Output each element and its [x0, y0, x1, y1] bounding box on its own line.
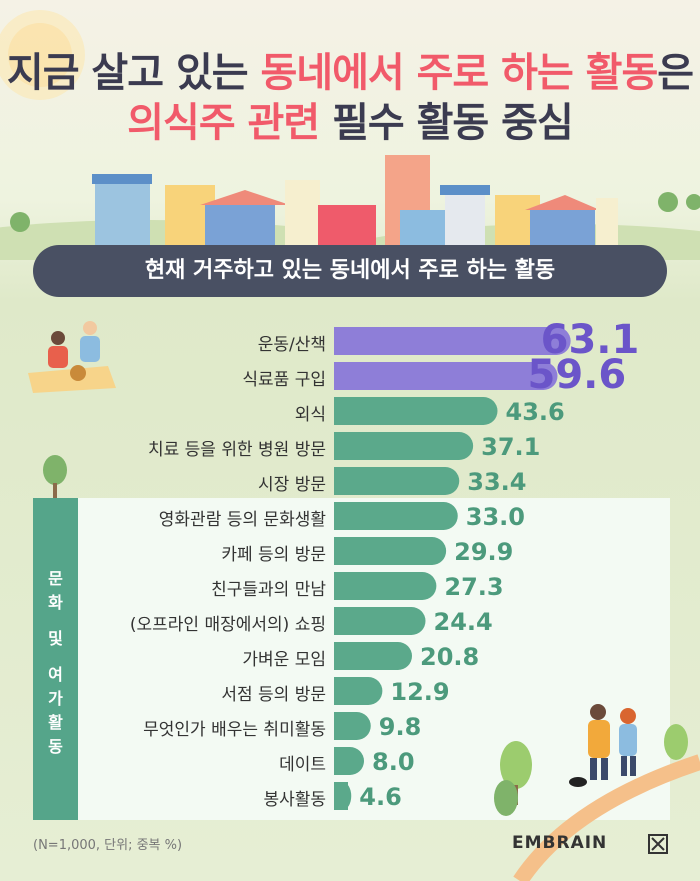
headline-part-2: 은 — [657, 50, 694, 96]
tree-illustration — [43, 455, 67, 498]
chart-subtitle-banner: 현재 거주하고 있는 동네에서 주로 하는 활동 — [33, 245, 667, 297]
couple-walking-dog-illustration — [494, 704, 700, 881]
value-label: 29.9 — [454, 538, 514, 566]
category-label: 영화관람 등의 문화생활 — [158, 510, 326, 530]
bar-left-edge — [334, 502, 348, 530]
bar-2 — [334, 397, 498, 425]
headline-part-1: 지금 살고 있는 — [6, 50, 249, 96]
bar-left-edge — [334, 607, 348, 635]
value-label: 9.8 — [378, 713, 422, 741]
value-label: 20.8 — [420, 643, 480, 671]
embrain-logo: EMBRAIN — [512, 833, 608, 853]
bar-left-edge — [334, 747, 348, 775]
category-label: 외식 — [294, 405, 326, 425]
bar-0 — [334, 327, 571, 355]
headline-highlight-2: 의식주 관련 — [127, 100, 320, 146]
sun-decoration — [0, 10, 85, 100]
category-label: 서점 등의 방문 — [221, 685, 326, 705]
value-label: 33.0 — [465, 503, 525, 531]
sidebar-label-char: 활 — [48, 713, 63, 732]
bar-5 — [334, 502, 458, 530]
headline-line-1: 지금 살고 있는 동네에서 주로 하는 활동은 — [0, 40, 700, 98]
headline-part-3: 필수 활동 중심 — [332, 100, 574, 146]
category-label: 데이트 — [279, 755, 326, 775]
bar-9 — [334, 642, 412, 670]
bar-4 — [334, 467, 460, 495]
embrain-logo-icon — [648, 834, 668, 854]
bar-6 — [334, 537, 447, 565]
category-label: 시장 방문 — [258, 475, 326, 495]
category-label: 운동/산책 — [257, 335, 326, 355]
category-label: 가벼운 모임 — [242, 650, 326, 670]
bar-left-edge — [334, 467, 348, 495]
value-label: 37.1 — [481, 433, 541, 461]
category-label: 무엇인가 배우는 취미활동 — [143, 720, 326, 740]
value-label: 43.6 — [505, 398, 565, 426]
sidebar-label-char: 가 — [48, 689, 63, 708]
category-label: 카페 등의 방문 — [221, 545, 326, 565]
sidebar-label-char: 화 — [48, 593, 63, 612]
category-label: (오프라인 매장에서의) 쇼핑 — [129, 615, 326, 635]
value-label: 27.3 — [444, 573, 504, 601]
value-label: 33.4 — [467, 468, 527, 496]
value-label: 4.6 — [359, 783, 402, 811]
category-label: 식료품 구입 — [242, 370, 326, 390]
category-label: 친구들과의 만남 — [211, 580, 326, 600]
category-label: 치료 등을 위한 병원 방문 — [147, 440, 326, 460]
bar-left-edge — [334, 677, 348, 705]
picnic-people-illustration — [28, 321, 116, 393]
category-label: 봉사활동 — [263, 790, 326, 810]
bar-1 — [334, 362, 558, 390]
bar-left-edge — [334, 537, 348, 565]
bar-3 — [334, 432, 474, 460]
bar-left-edge — [334, 397, 348, 425]
bar-left-edge — [334, 362, 348, 390]
headline-highlight-1: 동네에서 주로 하는 활동 — [260, 50, 659, 96]
culture-leisure-sidebar — [33, 498, 78, 820]
value-label: 24.4 — [433, 608, 493, 636]
bar-left-edge — [334, 782, 348, 810]
footnote: (N=1,000, 단위; 중복 %) — [33, 838, 183, 853]
value-label: 59.6 — [527, 352, 627, 398]
bar-left-edge — [334, 432, 348, 460]
bar-8 — [334, 607, 426, 635]
bar-left-edge — [334, 642, 348, 670]
sidebar-label-char: 동 — [48, 737, 63, 756]
value-label: 63.1 — [540, 317, 640, 363]
value-label: 8.0 — [372, 748, 415, 776]
value-label: 12.9 — [390, 678, 450, 706]
sidebar-label-char: 문 — [48, 569, 63, 588]
bar-left-edge — [334, 712, 348, 740]
headline-line-2: 의식주 관련 필수 활동 중심 — [0, 90, 700, 148]
sidebar-label-char: 여 — [48, 665, 63, 684]
sidebar-label-char: 및 — [48, 629, 63, 648]
bar-7 — [334, 572, 437, 600]
bar-left-edge — [334, 572, 348, 600]
bar-left-edge — [334, 327, 348, 355]
